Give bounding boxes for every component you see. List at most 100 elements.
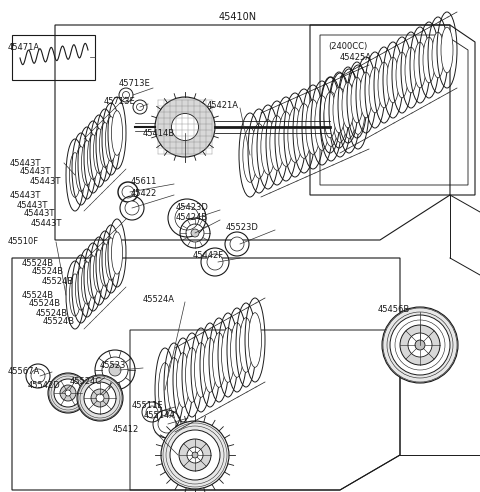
- Circle shape: [122, 186, 134, 198]
- Text: 45424B: 45424B: [176, 214, 208, 222]
- Ellipse shape: [94, 250, 105, 292]
- Ellipse shape: [240, 318, 252, 372]
- Text: 45523: 45523: [100, 361, 126, 369]
- Ellipse shape: [279, 112, 293, 166]
- Text: 45456B: 45456B: [378, 306, 410, 314]
- Ellipse shape: [230, 323, 243, 377]
- Ellipse shape: [405, 47, 417, 93]
- Text: 45442F: 45442F: [193, 251, 224, 260]
- Circle shape: [146, 406, 158, 418]
- Circle shape: [136, 103, 144, 111]
- Circle shape: [390, 315, 450, 375]
- Ellipse shape: [441, 27, 453, 73]
- Ellipse shape: [297, 104, 311, 158]
- Ellipse shape: [99, 244, 110, 286]
- Ellipse shape: [75, 147, 86, 191]
- Text: 45524B: 45524B: [36, 308, 68, 317]
- Circle shape: [122, 92, 130, 98]
- Text: 45611: 45611: [131, 178, 157, 186]
- Ellipse shape: [75, 268, 86, 310]
- Ellipse shape: [70, 153, 81, 197]
- Text: 45713E: 45713E: [104, 96, 136, 105]
- Text: 45713E: 45713E: [119, 79, 151, 88]
- Ellipse shape: [204, 338, 216, 392]
- Circle shape: [77, 375, 123, 421]
- Ellipse shape: [70, 274, 81, 316]
- Circle shape: [54, 379, 82, 407]
- Ellipse shape: [432, 32, 444, 78]
- Text: 45421A: 45421A: [207, 100, 239, 110]
- Ellipse shape: [249, 313, 262, 368]
- Circle shape: [382, 307, 458, 383]
- Circle shape: [170, 430, 220, 480]
- Text: 45443T: 45443T: [17, 201, 48, 210]
- Ellipse shape: [387, 57, 399, 103]
- Ellipse shape: [221, 328, 235, 382]
- Circle shape: [207, 254, 223, 270]
- Text: 45443T: 45443T: [20, 167, 51, 177]
- Circle shape: [125, 201, 139, 215]
- Text: 45524B: 45524B: [43, 317, 75, 327]
- Text: 45443T: 45443T: [10, 191, 41, 201]
- Circle shape: [161, 421, 229, 489]
- Ellipse shape: [351, 77, 363, 123]
- Text: 45423D: 45423D: [176, 203, 209, 212]
- Circle shape: [408, 333, 432, 357]
- Text: (2400CC): (2400CC): [328, 42, 367, 52]
- Circle shape: [192, 452, 198, 458]
- Ellipse shape: [324, 92, 338, 146]
- Text: 45514A: 45514A: [144, 411, 176, 421]
- Circle shape: [91, 389, 109, 407]
- Ellipse shape: [342, 84, 356, 138]
- Ellipse shape: [177, 353, 190, 407]
- Ellipse shape: [414, 42, 426, 88]
- Text: 45524B: 45524B: [42, 277, 74, 285]
- Text: 45422: 45422: [131, 188, 157, 197]
- Text: 45511E: 45511E: [132, 400, 164, 409]
- Text: 45567A: 45567A: [8, 368, 40, 376]
- Ellipse shape: [111, 232, 122, 274]
- Text: 45410N: 45410N: [219, 12, 257, 22]
- Text: 45412: 45412: [113, 426, 139, 434]
- Ellipse shape: [324, 92, 336, 138]
- Ellipse shape: [158, 363, 171, 417]
- Circle shape: [31, 369, 45, 383]
- Ellipse shape: [185, 348, 199, 402]
- Ellipse shape: [369, 67, 381, 113]
- Circle shape: [179, 439, 211, 471]
- Ellipse shape: [423, 37, 435, 83]
- Text: 45524C: 45524C: [70, 377, 102, 387]
- Circle shape: [109, 364, 121, 376]
- Ellipse shape: [168, 358, 180, 412]
- Circle shape: [96, 394, 104, 402]
- Text: 45443T: 45443T: [30, 177, 61, 185]
- Ellipse shape: [194, 343, 207, 398]
- Text: 45443T: 45443T: [31, 218, 62, 227]
- Text: 45524A: 45524A: [143, 296, 175, 305]
- Text: 45471A: 45471A: [8, 42, 40, 52]
- Circle shape: [65, 390, 71, 396]
- Ellipse shape: [270, 116, 284, 170]
- Ellipse shape: [351, 80, 365, 134]
- Circle shape: [158, 415, 176, 433]
- Ellipse shape: [360, 72, 372, 118]
- Circle shape: [230, 237, 244, 251]
- Text: 45542D: 45542D: [28, 380, 61, 390]
- Circle shape: [48, 373, 88, 413]
- Ellipse shape: [315, 96, 329, 150]
- Ellipse shape: [333, 88, 347, 142]
- Circle shape: [191, 229, 199, 237]
- Text: 45510F: 45510F: [8, 238, 39, 246]
- Ellipse shape: [99, 123, 110, 167]
- Circle shape: [171, 114, 199, 141]
- Ellipse shape: [213, 333, 226, 387]
- Ellipse shape: [82, 141, 93, 185]
- Text: 45524B: 45524B: [29, 300, 61, 308]
- Text: 45414B: 45414B: [143, 128, 175, 137]
- Text: 45524B: 45524B: [32, 268, 64, 277]
- Ellipse shape: [342, 82, 354, 128]
- Ellipse shape: [288, 108, 302, 162]
- Ellipse shape: [243, 128, 257, 183]
- Circle shape: [60, 385, 76, 401]
- Ellipse shape: [252, 123, 266, 178]
